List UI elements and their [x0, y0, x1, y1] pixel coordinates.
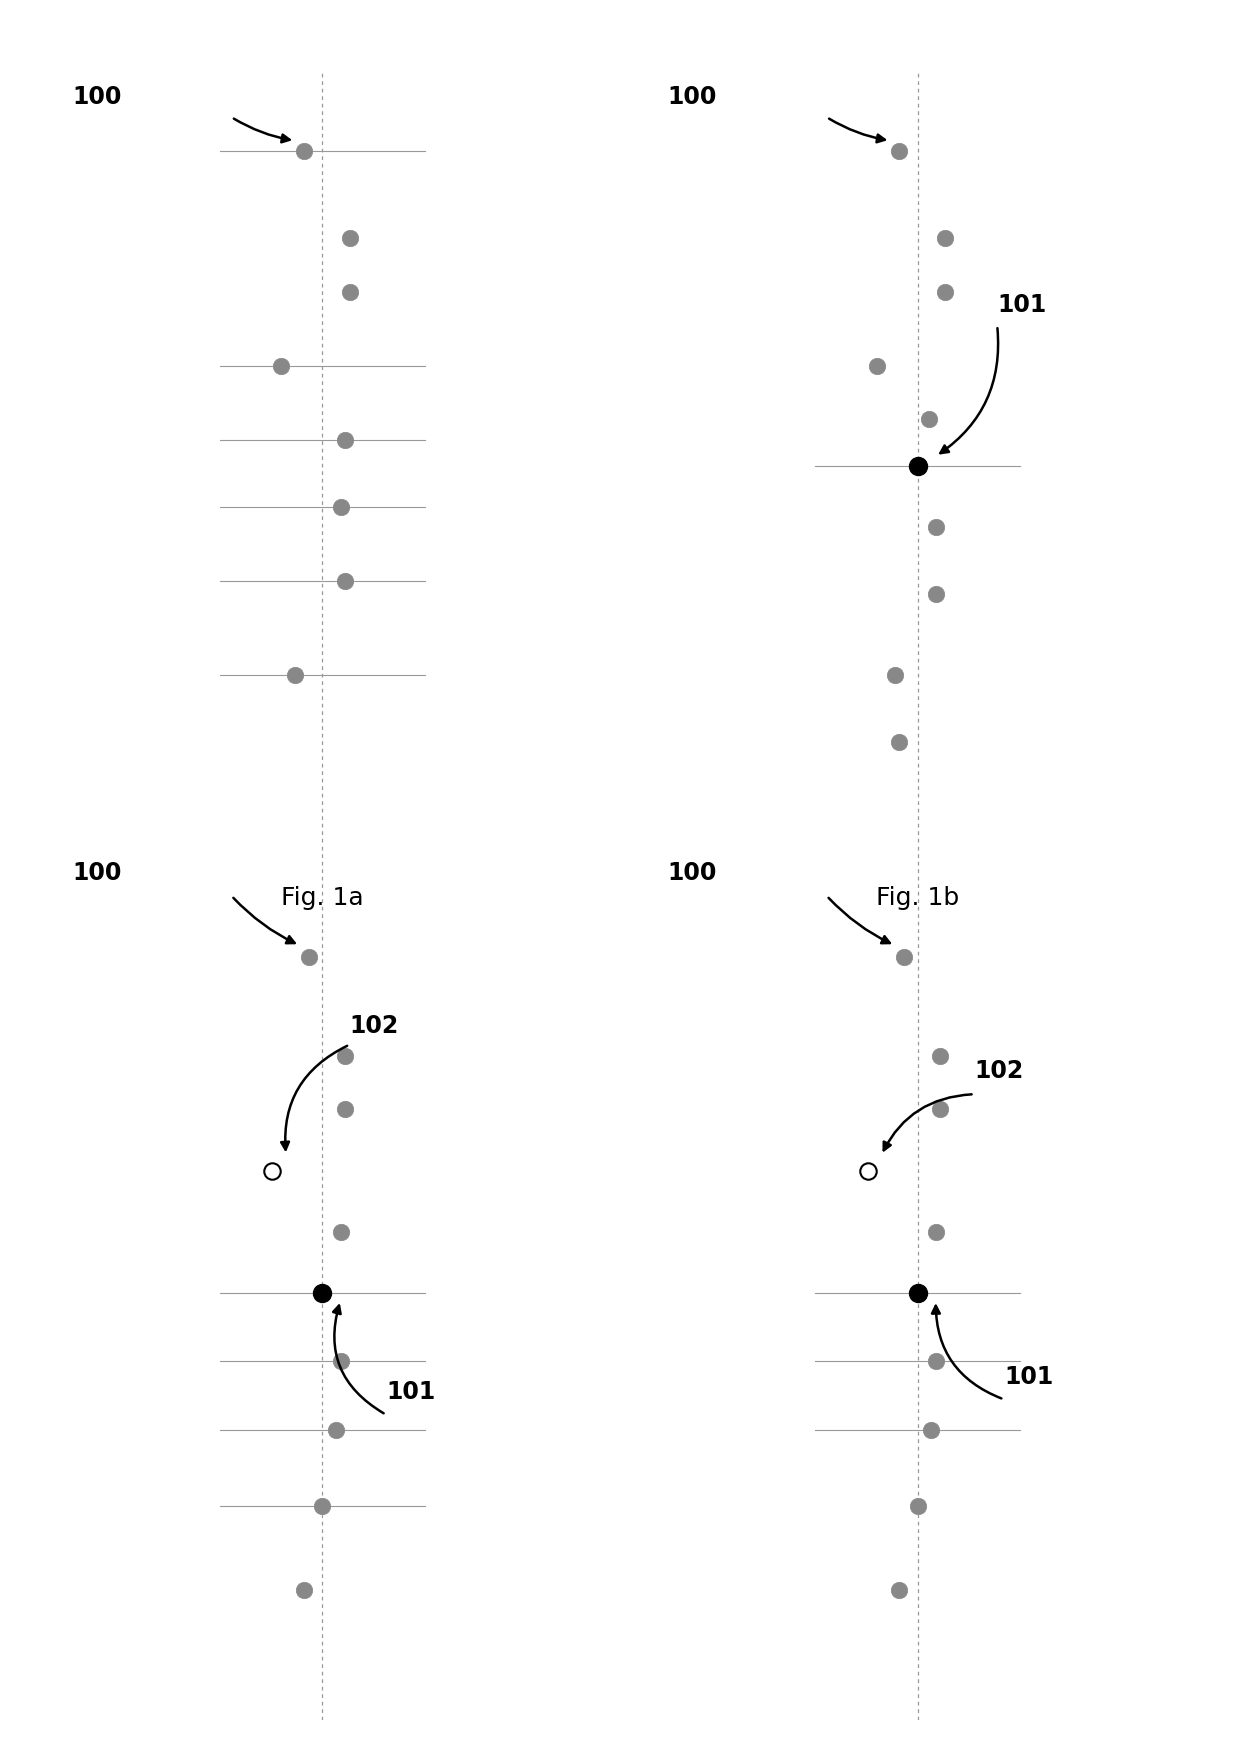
Point — [930, 1095, 950, 1123]
Point — [285, 660, 305, 688]
Text: Fig. 1a: Fig. 1a — [281, 886, 363, 911]
Point — [858, 1157, 878, 1185]
Point — [312, 1492, 332, 1520]
Point — [263, 1157, 283, 1185]
Point — [935, 225, 955, 253]
Point — [335, 1095, 355, 1123]
Point — [299, 942, 319, 971]
Point — [867, 351, 887, 379]
Point — [335, 1042, 355, 1071]
Point — [935, 277, 955, 305]
Point — [326, 1416, 346, 1444]
Point — [926, 1348, 946, 1376]
Point — [889, 137, 909, 165]
Point — [340, 277, 360, 305]
Point — [294, 1576, 314, 1604]
Point — [885, 660, 905, 688]
Point — [926, 512, 946, 541]
Point — [335, 567, 355, 595]
Point — [294, 137, 314, 165]
Text: Fig. 1b: Fig. 1b — [875, 886, 960, 911]
Text: 100: 100 — [72, 862, 122, 885]
Point — [889, 1576, 909, 1604]
Point — [331, 1348, 351, 1376]
Point — [908, 453, 928, 481]
Point — [926, 1218, 946, 1246]
Point — [919, 405, 939, 433]
Point — [894, 942, 914, 971]
Point — [340, 225, 360, 253]
Point — [335, 425, 355, 453]
Point — [331, 493, 351, 521]
Text: 100: 100 — [667, 84, 717, 109]
Point — [889, 728, 909, 756]
Point — [908, 1492, 928, 1520]
Point — [331, 1218, 351, 1246]
Point — [908, 1279, 928, 1307]
Text: 101: 101 — [1004, 1365, 1053, 1388]
Point — [312, 1279, 332, 1307]
Text: 102: 102 — [975, 1060, 1024, 1083]
Text: 101: 101 — [997, 293, 1047, 318]
Text: 101: 101 — [386, 1379, 435, 1404]
Text: 100: 100 — [667, 862, 717, 885]
Text: 102: 102 — [350, 1014, 399, 1037]
Point — [926, 579, 946, 607]
Text: 100: 100 — [72, 84, 122, 109]
Point — [921, 1416, 941, 1444]
Point — [272, 351, 291, 379]
Point — [930, 1042, 950, 1071]
